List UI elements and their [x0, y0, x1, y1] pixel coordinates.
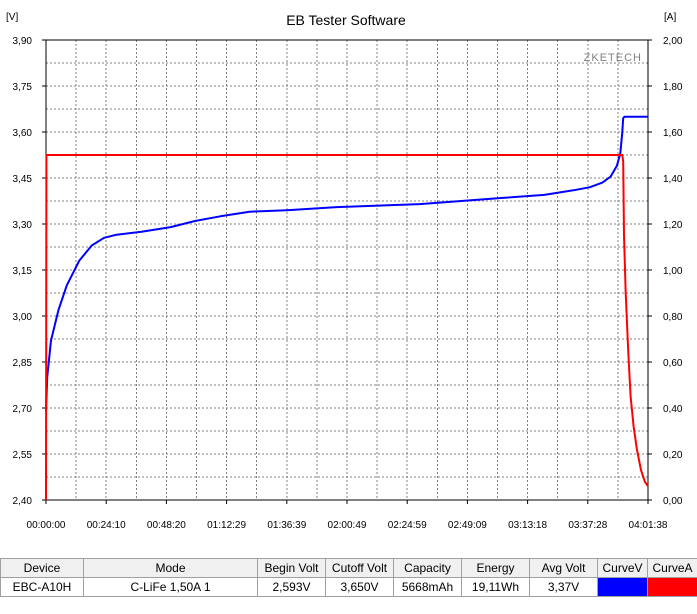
y-right-tick-label: 0,80	[663, 312, 683, 323]
header-device[interactable]: Device	[0, 558, 84, 578]
y-left-tick-label: 2,70	[13, 404, 33, 415]
y-right-tick-label: 1,60	[663, 128, 683, 139]
header-energy[interactable]: Energy	[461, 558, 530, 578]
header-capacity[interactable]: Capacity	[393, 558, 462, 578]
table-row[interactable]: EBC-A10H C-LiFe 1,50A 1 2,593V 3,650V 56…	[0, 577, 697, 597]
table-header-row: Device Mode Begin Volt Cutoff Volt Capac…	[0, 558, 697, 578]
x-tick-label: 03:37:28	[568, 520, 607, 531]
right-axis-unit: [A]	[664, 12, 676, 23]
y-left-tick-label: 3,30	[13, 220, 33, 231]
y-left-tick-label: 3,90	[13, 36, 33, 47]
y-right-tick-label: 0,60	[663, 358, 683, 369]
grid	[46, 40, 648, 500]
series-line-curvea	[45, 154, 649, 501]
brand-label: ZKETECH	[584, 52, 642, 64]
x-tick-label: 01:12:29	[207, 520, 246, 531]
x-tick-label: 02:24:59	[388, 520, 427, 531]
series-line-curvev	[45, 115, 648, 412]
y-right-tick-label: 0,00	[663, 496, 683, 507]
x-tick-label: 02:49:09	[448, 520, 487, 531]
header-curve-a[interactable]: CurveA	[647, 558, 697, 578]
cell-cutoff-volt: 3,650V	[325, 577, 394, 597]
chart-title: EB Tester Software	[286, 12, 406, 28]
x-tick-label: 00:48:20	[147, 520, 186, 531]
x-tick-label: 00:24:10	[87, 520, 126, 531]
y-left-tick-label: 3,45	[13, 174, 33, 185]
y-left-tick-label: 3,60	[13, 128, 33, 139]
cell-begin-volt: 2,593V	[257, 577, 326, 597]
y-right-tick-label: 1,00	[663, 266, 683, 277]
cell-curve-a-swatch[interactable]	[647, 577, 697, 597]
x-tick-label: 04:01:38	[629, 520, 668, 531]
y-left-tick-label: 3,75	[13, 82, 33, 93]
cell-avg-volt: 3,37V	[529, 577, 598, 597]
x-tick-label: 01:36:39	[267, 520, 306, 531]
x-tick-label: 03:13:18	[508, 520, 547, 531]
left-axis-unit: [V]	[6, 12, 18, 23]
y-left-tick-label: 2,55	[13, 450, 33, 461]
y-right-tick-label: 0,40	[663, 404, 683, 415]
y-right-tick-label: 1,80	[663, 82, 683, 93]
cell-mode: C-LiFe 1,50A 1	[83, 577, 258, 597]
cell-energy: 19,11Wh	[461, 577, 530, 597]
results-table: Device Mode Begin Volt Cutoff Volt Capac…	[0, 558, 697, 597]
y-left-tick-label: 2,40	[13, 496, 33, 507]
header-avg-volt[interactable]: Avg Volt	[529, 558, 598, 578]
chart-area: EB Tester Software [V] [A] 00:00:00 00:24…	[6, 12, 683, 531]
y-right-tick-label: 0,20	[663, 450, 683, 461]
cell-device: EBC-A10H	[0, 577, 84, 597]
header-curve-v[interactable]: CurveV	[597, 558, 648, 578]
y-left-tick-label: 2,85	[13, 358, 33, 369]
header-mode[interactable]: Mode	[83, 558, 258, 578]
series-layer	[45, 115, 649, 501]
y-right-tick-label: 1,20	[663, 220, 683, 231]
header-begin-volt[interactable]: Begin Volt	[257, 558, 326, 578]
header-cutoff-volt[interactable]: Cutoff Volt	[325, 558, 394, 578]
y-left-tick-label: 3,15	[13, 266, 33, 277]
cell-curve-v-swatch[interactable]	[597, 577, 648, 597]
x-tick-label: 02:00:49	[328, 520, 367, 531]
y-right-tick-label: 2,00	[663, 36, 683, 47]
y-left-tick-label: 3,00	[13, 312, 33, 323]
cell-capacity: 5668mAh	[393, 577, 462, 597]
x-tick-label: 00:00:00	[27, 520, 66, 531]
y-right-tick-label: 1,40	[663, 174, 683, 185]
tick-labels: 00:00:00 00:24:10 00:48:20 01:12:29 01:36:39…	[13, 36, 683, 531]
